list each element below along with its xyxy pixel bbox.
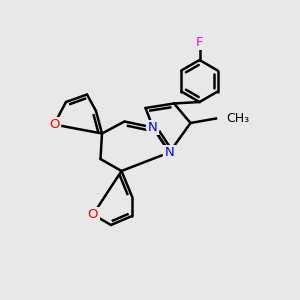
Circle shape bbox=[163, 146, 176, 159]
Text: N: N bbox=[148, 121, 158, 134]
Text: F: F bbox=[196, 35, 203, 49]
Text: O: O bbox=[49, 118, 59, 131]
Circle shape bbox=[146, 121, 160, 134]
Text: O: O bbox=[88, 208, 98, 221]
Text: N: N bbox=[165, 146, 174, 159]
Circle shape bbox=[86, 208, 100, 221]
Text: CH₃: CH₃ bbox=[226, 112, 250, 125]
Circle shape bbox=[47, 118, 61, 131]
